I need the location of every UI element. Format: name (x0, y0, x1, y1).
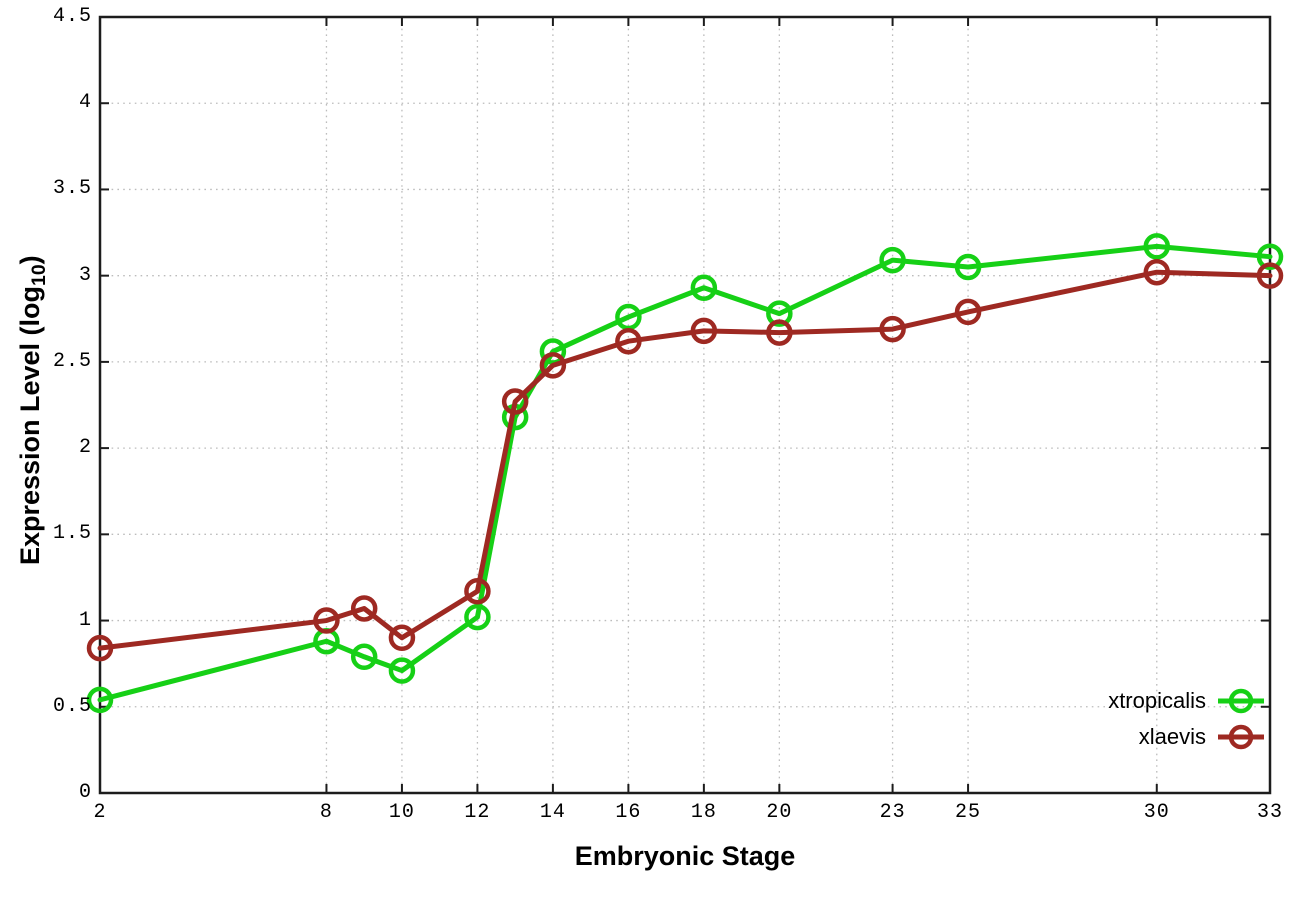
data-point-xlaevis (615, 327, 642, 355)
legend-label: xlaevis (1138, 724, 1206, 749)
series-line-xlaevis (97, 269, 1273, 651)
y-tick-label: 1 (78, 608, 92, 632)
legend-marker-circle-icon (1218, 724, 1264, 750)
y-tick-label: 0.5 (52, 694, 92, 718)
x-tick-label: 20 (766, 801, 793, 824)
data-point-xtropicalis (1256, 243, 1284, 270)
data-point-xlaevis (388, 624, 416, 652)
data-point-xlaevis (539, 352, 567, 379)
y-axis-title-subscript: 10 (28, 264, 51, 286)
data-point-xlaevis (1143, 258, 1171, 286)
x-tick-label: 8 (319, 801, 333, 824)
y-tick-label: 4.5 (52, 5, 92, 28)
x-tick-label: 2 (93, 801, 107, 824)
axes-border (98, 15, 1272, 795)
x-tick-label: 33 (1256, 801, 1283, 824)
y-tick-label: 0 (78, 781, 92, 804)
x-tick-label: 25 (955, 801, 982, 824)
y-axis-title: Expression Level (log10) (15, 20, 51, 800)
x-tick-label: 18 (690, 801, 717, 824)
y-axis-title-main: Expression Level (log (14, 285, 45, 566)
data-point-xtropicalis (766, 300, 793, 327)
y-tick-label: 2 (78, 436, 92, 460)
legend-item-xlaevis: xlaevis (1139, 722, 1266, 752)
data-point-xtropicalis (1143, 233, 1171, 260)
data-point-xlaevis (1256, 262, 1284, 289)
data-point-xlaevis (766, 319, 793, 346)
data-point-xlaevis (86, 634, 114, 662)
x-tick-label: 10 (388, 801, 415, 824)
x-tick-label: 16 (615, 801, 642, 824)
y-tick-label: 3.5 (52, 177, 92, 201)
data-point-xtropicalis (879, 246, 906, 274)
data-point-xlaevis (954, 298, 982, 326)
y-tick-label: 2.5 (52, 349, 92, 373)
x-tick-label: 30 (1143, 801, 1170, 824)
legend-item-xtropicalis: xtropicalis (1108, 686, 1266, 716)
y-axis-title-close: ) (14, 255, 45, 265)
x-axis-title: Embryonic Stage (574, 841, 796, 871)
data-point-xtropicalis (388, 657, 416, 684)
data-point-xtropicalis (690, 274, 718, 301)
data-point-xtropicalis (539, 338, 567, 365)
data-point-xlaevis (350, 595, 378, 622)
legend-marker-circle-icon (1218, 688, 1264, 714)
data-point-xlaevis (501, 388, 529, 415)
x-tick-label: 14 (539, 801, 566, 824)
y-tick-label: 4 (78, 91, 92, 115)
data-point-xlaevis (464, 577, 491, 605)
data-point-xtropicalis (464, 603, 491, 631)
data-point-xtropicalis (86, 686, 114, 714)
x-tick-label: 23 (879, 801, 906, 824)
y-tick-label: 3 (78, 263, 92, 287)
legend-label: xtropicalis (1108, 688, 1206, 713)
data-point-xtropicalis (350, 643, 378, 671)
legend: xtropicalis xlaevis (1108, 686, 1266, 752)
data-point-xlaevis (879, 315, 906, 343)
data-point-xtropicalis (954, 253, 982, 281)
data-point-xlaevis (690, 317, 718, 345)
y-tick-label: 1.5 (52, 522, 92, 546)
data-point-xlaevis (313, 607, 340, 634)
x-tick-label: 12 (464, 801, 491, 824)
series-line-xtropicalis (97, 243, 1273, 703)
